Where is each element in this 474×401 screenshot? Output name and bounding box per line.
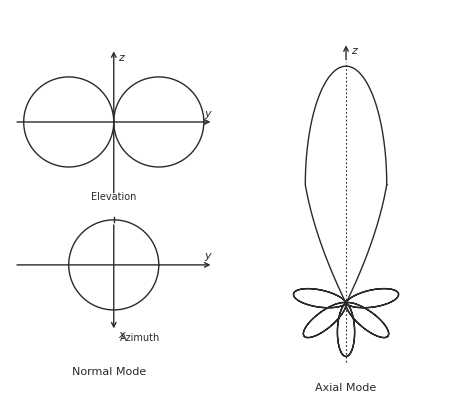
- Text: y: y: [204, 109, 211, 119]
- Text: x: x: [118, 329, 125, 339]
- Text: Azimuth: Azimuth: [119, 332, 160, 342]
- Text: Normal Mode: Normal Mode: [72, 366, 146, 376]
- Text: Axial Mode: Axial Mode: [315, 382, 377, 392]
- Text: y: y: [204, 251, 211, 261]
- Text: z: z: [118, 53, 123, 63]
- Text: z: z: [351, 47, 357, 56]
- Text: Elevation: Elevation: [91, 191, 137, 201]
